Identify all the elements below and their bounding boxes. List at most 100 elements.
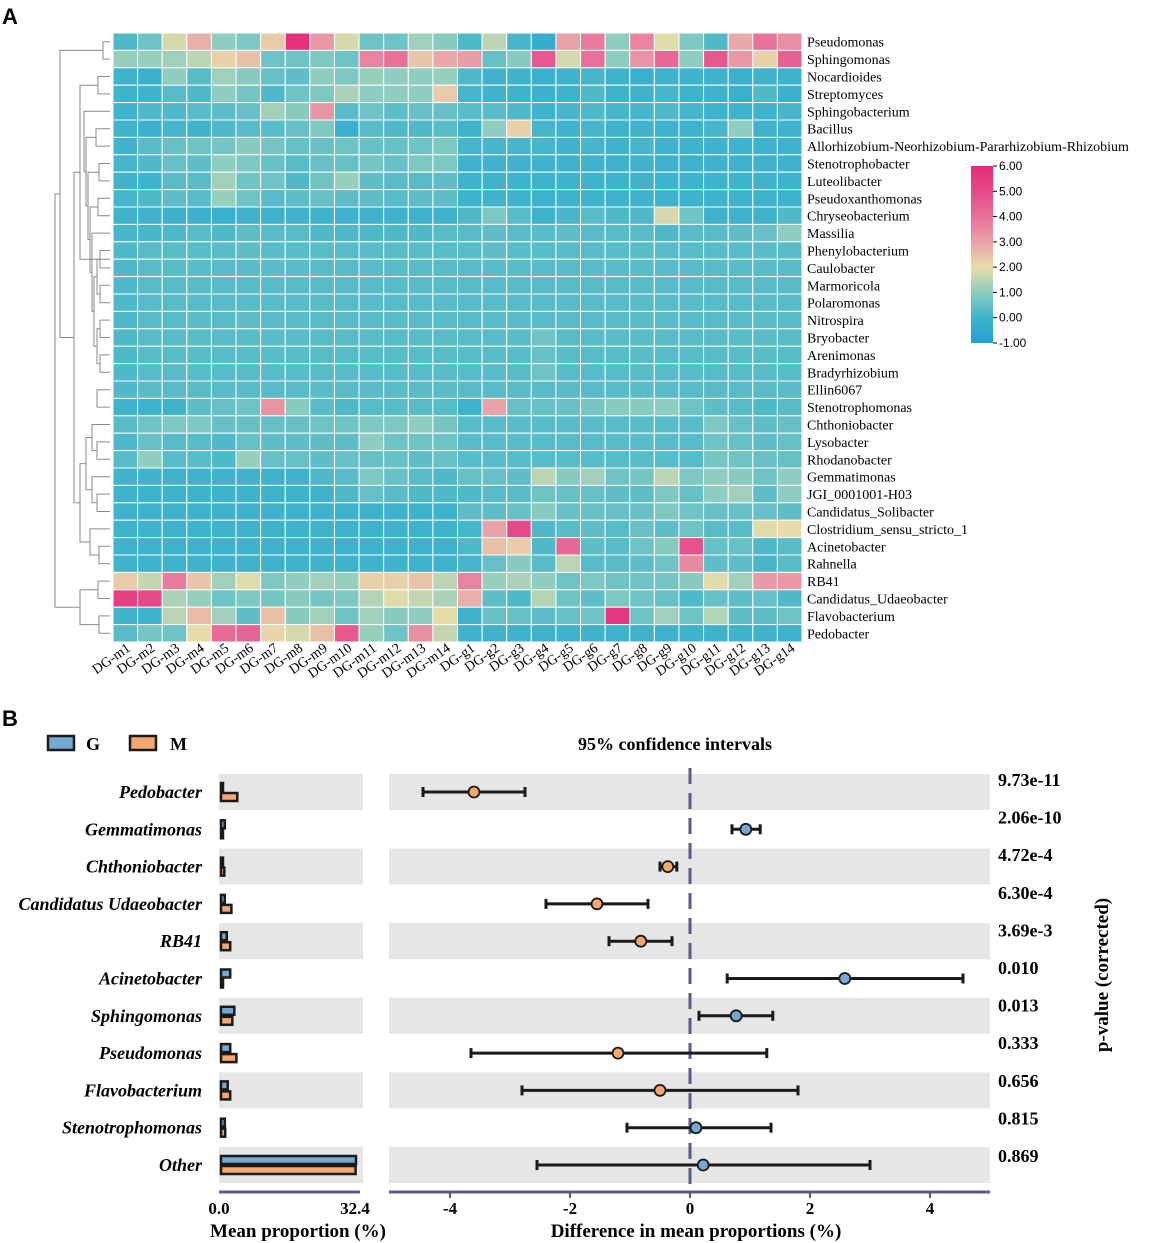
heatmap-row-label: Phenylobacterium	[807, 245, 909, 260]
genus-label: RB41	[159, 931, 202, 951]
heatmap-cell	[137, 484, 163, 504]
heatmap-cell	[358, 49, 385, 69]
heatmap-cell	[137, 606, 163, 626]
heatmap-cell	[530, 154, 557, 173]
heatmap-cell	[309, 502, 335, 521]
heatmap-cell	[752, 502, 778, 521]
heatmap-cell	[260, 241, 286, 260]
heatmap-cell	[506, 624, 532, 643]
colorbar-tick-label: 5.00	[999, 184, 1023, 198]
heatmap-cell	[481, 67, 508, 86]
heatmap-cell	[530, 102, 557, 121]
heatmap-cell	[137, 502, 163, 521]
heatmap-cell	[284, 241, 311, 260]
heatmap-cell	[161, 432, 188, 452]
heatmap-cell	[186, 397, 212, 417]
heatmap-cell	[580, 432, 606, 452]
heatmap-cell	[407, 276, 434, 295]
heatmap-cell	[530, 206, 557, 225]
heatmap-cell	[333, 484, 360, 504]
ci-point	[653, 1084, 667, 1097]
dendrogram-branch	[95, 128, 110, 147]
heatmap-cell	[703, 432, 729, 452]
bar-g	[219, 1080, 229, 1091]
heatmap-cell	[137, 571, 163, 591]
heatmap-cell	[555, 206, 582, 225]
heatmap-cell	[235, 136, 262, 156]
bar-g	[219, 1154, 358, 1166]
heatmap-cell	[432, 554, 459, 573]
heatmap-cell	[235, 154, 262, 173]
heatmap-cell	[309, 589, 335, 608]
heatmap-cell	[112, 223, 139, 243]
heatmap-cell	[555, 484, 582, 504]
heatmap-cell	[112, 293, 139, 312]
heatmap-cell	[727, 415, 754, 434]
heatmap-cell	[284, 276, 311, 295]
heatmap-cell	[358, 310, 385, 330]
heatmap-cell	[776, 223, 803, 243]
heatmap-cell	[112, 171, 139, 191]
heatmap-cell	[210, 397, 237, 417]
heatmap-cell	[457, 606, 483, 626]
heatmap-cell	[210, 345, 237, 365]
heatmap-cell	[604, 554, 631, 573]
heatmap-cell	[703, 49, 729, 69]
heatmap-cell	[580, 67, 606, 86]
heatmap-cell	[555, 310, 582, 330]
heatmap-cell	[629, 467, 655, 486]
heatmap-cell	[284, 415, 311, 434]
ci-point	[739, 822, 753, 836]
heatmap-cell	[555, 328, 582, 347]
heatmap-cell	[235, 310, 262, 330]
dendrogram-branch	[91, 476, 110, 504]
heatmap-cell	[284, 32, 311, 51]
bar-g	[219, 1117, 227, 1128]
heatmap-cell	[161, 467, 188, 486]
heatmap-cell	[260, 310, 286, 330]
heatmap-cell	[383, 345, 409, 365]
heatmap-cell	[358, 241, 385, 260]
dendrogram-branch	[85, 437, 92, 491]
heatmap-cell	[432, 241, 459, 260]
heatmap-cell	[309, 276, 335, 295]
heatmap-cell	[358, 589, 385, 608]
heatmap-cell	[432, 502, 459, 521]
heatmap-cell	[210, 328, 237, 347]
heatmap-cell	[752, 363, 778, 382]
bar-row-band	[219, 923, 363, 960]
heatmap-cell	[432, 310, 459, 330]
heatmap-cell	[186, 519, 212, 539]
heatmap-cell	[580, 310, 606, 330]
heatmap-cell	[604, 328, 631, 347]
p-value-label: 0.815	[998, 1108, 1039, 1128]
heatmap-cell	[186, 450, 212, 469]
heatmap-cell	[555, 571, 582, 591]
heatmap-cell	[333, 537, 360, 556]
heatmap-cell	[776, 258, 803, 278]
heatmap-cell	[186, 223, 212, 243]
heatmap-cell	[161, 397, 188, 417]
heatmap-cell	[481, 119, 508, 138]
heatmap-cell	[112, 258, 139, 278]
dendrogram-branch	[83, 110, 110, 173]
heatmap-cell	[653, 554, 680, 573]
heatmap-cell	[186, 624, 212, 643]
heatmap-cell	[333, 258, 360, 278]
heatmap-cell	[530, 189, 557, 208]
heatmap-cell	[383, 171, 409, 191]
heatmap-cell	[752, 380, 778, 399]
heatmap-cell	[260, 589, 286, 608]
heatmap-cell	[580, 276, 606, 295]
heatmap-cell	[653, 380, 680, 399]
heatmap-cell	[235, 589, 262, 608]
heatmap-cell	[703, 450, 729, 469]
heatmap-cell	[703, 206, 729, 225]
heatmap-cell	[260, 171, 286, 191]
heatmap-cell	[284, 154, 311, 173]
p-value-label: 6.30e-4	[998, 883, 1052, 903]
dendrogram-branch	[98, 545, 110, 565]
dendrogram-branch	[96, 441, 110, 460]
heatmap-cell	[235, 380, 262, 399]
